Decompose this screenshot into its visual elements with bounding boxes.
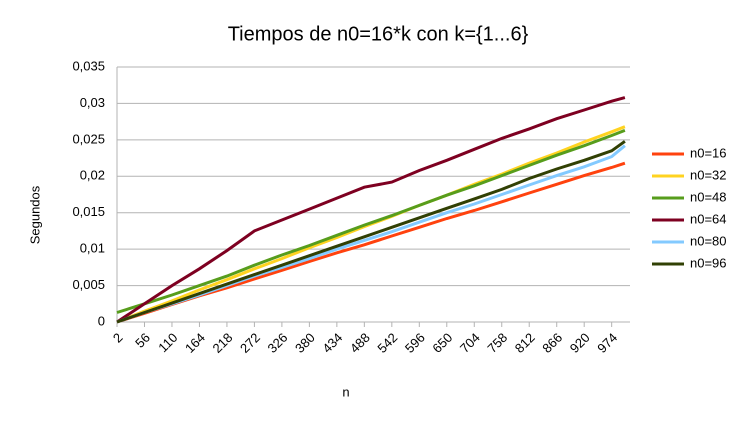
y-tick-label: 0,005	[72, 277, 105, 292]
y-tick-label: 0,02	[80, 168, 105, 183]
x-tick-label: 272	[237, 330, 263, 356]
y-tick-label: 0,035	[72, 58, 105, 73]
y-axis-label: Segundos	[27, 185, 42, 244]
legend-label: n0=16	[690, 145, 727, 160]
x-tick-label: 218	[210, 330, 236, 356]
line-series	[116, 96, 626, 324]
y-tick-label: 0,015	[72, 204, 105, 219]
x-tick-label: 380	[292, 330, 318, 356]
x-tick-label: 920	[567, 330, 593, 356]
x-tick-label: 488	[347, 330, 373, 356]
line-series	[116, 129, 626, 314]
legend-label: n0=80	[690, 233, 727, 248]
x-tick-label: 326	[264, 330, 290, 356]
y-tick-label: 0	[98, 313, 105, 328]
x-tick-label: 974	[594, 330, 620, 356]
legend-label: n0=96	[690, 255, 727, 270]
x-tick-label: 704	[457, 330, 483, 356]
legend-label: n0=48	[690, 189, 727, 204]
x-tick-label: 650	[429, 330, 455, 356]
x-tick-label: 758	[484, 330, 510, 356]
legend-label: n0=64	[690, 211, 727, 226]
x-tick-label: 434	[319, 330, 345, 356]
x-axis-label: n	[342, 384, 349, 399]
x-tick-label: 2	[110, 330, 126, 346]
x-tick-label: 56	[132, 330, 153, 351]
line-series	[116, 140, 626, 324]
x-tick-label: 812	[512, 330, 538, 356]
chart-title: Tiempos de n0=16*k con k={1...6}	[228, 23, 529, 45]
x-tick-label: 542	[374, 330, 400, 356]
y-tick-label: 0,01	[80, 241, 105, 256]
x-tick-label: 866	[539, 330, 565, 356]
x-tick-label: 596	[402, 330, 428, 356]
x-tick-label: 164	[182, 330, 208, 356]
y-tick-label: 0,03	[80, 95, 105, 110]
x-tick-label: 110	[155, 330, 180, 355]
legend-label: n0=32	[690, 167, 727, 182]
y-tick-label: 0,025	[72, 131, 105, 146]
